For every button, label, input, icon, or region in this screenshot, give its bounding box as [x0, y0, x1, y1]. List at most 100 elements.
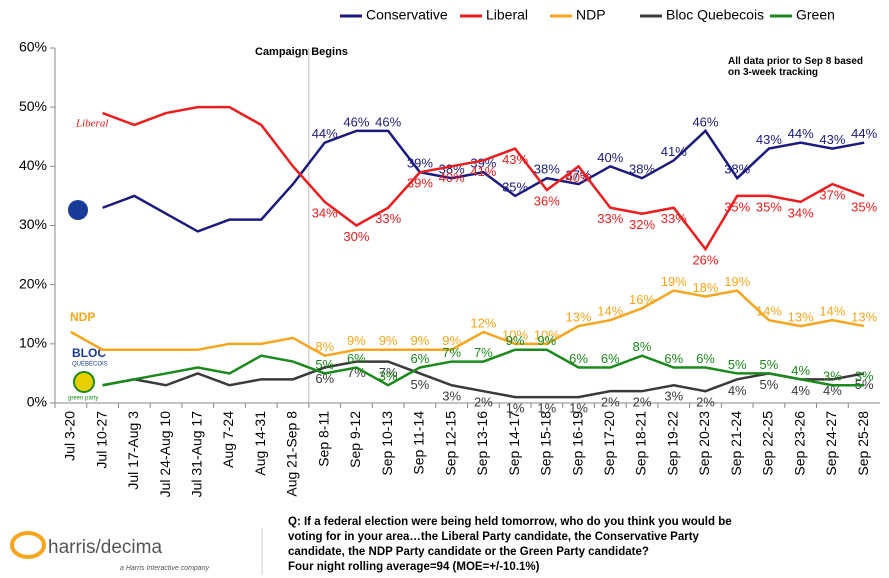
data-label: 6% — [601, 351, 620, 366]
data-label: 30% — [343, 229, 369, 244]
question-line: voting for in your area…the Liberal Part… — [288, 531, 700, 543]
y-tick-label: 20% — [19, 275, 47, 291]
data-label: 40% — [439, 170, 465, 185]
data-label: 4% — [823, 383, 842, 398]
party-logo: green party — [68, 396, 98, 402]
party-logo: QUÉBÉCOIS — [72, 361, 108, 368]
x-tick-label: Sep 16-19 — [569, 411, 585, 476]
data-label: 8% — [633, 339, 652, 354]
data-label: 13% — [788, 310, 814, 325]
brand: harris/decima — [48, 537, 162, 558]
data-label: 36% — [534, 193, 560, 208]
data-label: 41% — [470, 164, 496, 179]
question-line: candidate, the NDP Party candidate or th… — [288, 546, 649, 558]
x-tick-label: Aug 7-24 — [220, 411, 236, 468]
data-label: 33% — [375, 211, 401, 226]
data-label: 1% — [506, 401, 525, 416]
party-logo: Liberal — [75, 118, 108, 130]
series-line — [102, 105, 865, 252]
x-tick-label: Sep 15-18 — [538, 411, 554, 476]
data-label: 13% — [851, 310, 877, 325]
data-label: 19% — [661, 274, 687, 289]
data-label: 10% — [534, 327, 560, 342]
party-logo: BLOC — [72, 346, 106, 360]
x-tick-label: Sep 19-22 — [664, 411, 680, 476]
x-tick-label: Jul 17-Aug 3 — [125, 411, 141, 490]
data-label: 40% — [566, 170, 592, 185]
data-label: 2% — [474, 395, 493, 410]
party-logo: NDP — [70, 310, 95, 324]
data-label: 8% — [315, 339, 334, 354]
legend-label: Conservative — [366, 7, 448, 23]
note-box: All data prior to Sep 8 based on 3-week … — [728, 56, 864, 78]
y-tick-label: 0% — [27, 394, 47, 410]
x-tick-label: Sep 17-20 — [601, 411, 617, 476]
series-line — [102, 348, 865, 387]
data-label: 6% — [569, 351, 588, 366]
data-label: 14% — [819, 304, 845, 319]
data-label: 3% — [664, 389, 683, 404]
x-tick-label: Sep 23-26 — [791, 411, 807, 476]
data-label: 9% — [379, 333, 398, 348]
x-tick-label: Jul 31-Aug 17 — [188, 411, 204, 498]
legend-label: Green — [796, 7, 835, 23]
data-label: 46% — [375, 114, 401, 129]
y-tick-label: 10% — [19, 335, 47, 351]
brand-tagline: a Harris Interactive company — [120, 565, 210, 572]
data-label: 9% — [411, 333, 430, 348]
y-tick-label: 30% — [19, 216, 47, 232]
data-label: 19% — [724, 274, 750, 289]
x-tick-label: Sep 13-16 — [474, 411, 490, 476]
series-line — [102, 128, 865, 233]
party-logo-icon — [68, 200, 88, 220]
data-label: 7% — [442, 345, 461, 360]
data-label: 43% — [502, 152, 528, 167]
x-tick-label: Sep 21-24 — [728, 411, 744, 476]
data-label: 5% — [728, 357, 747, 372]
data-label: 40% — [597, 150, 623, 165]
data-label: 39% — [407, 176, 433, 191]
data-label: 44% — [788, 126, 814, 141]
x-tick-label: Sep 12-15 — [442, 411, 458, 476]
data-label: 38% — [629, 162, 655, 177]
data-label: 34% — [312, 205, 338, 220]
data-label: 34% — [788, 205, 814, 220]
legend-label: Liberal — [486, 7, 528, 23]
data-label: 5% — [760, 357, 779, 372]
data-label: 3% — [855, 369, 874, 384]
party-logo-icon — [73, 371, 95, 393]
question-line: Q: If a federal election were being held… — [288, 516, 732, 528]
data-label: 4% — [728, 383, 747, 398]
data-label: 14% — [756, 304, 782, 319]
data-label: 43% — [819, 132, 845, 147]
data-label: 1% — [569, 401, 588, 416]
data-label: 2% — [601, 395, 620, 410]
x-tick-label: Aug 14-31 — [252, 411, 268, 476]
data-label: 2% — [696, 395, 715, 410]
data-label: 5% — [411, 377, 430, 392]
series-line — [102, 360, 865, 399]
data-label: 44% — [851, 126, 877, 141]
x-tick-label: Sep 8-11 — [315, 411, 331, 467]
data-label: 35% — [502, 179, 528, 194]
x-tick-label: Jul 24-Aug 10 — [157, 411, 173, 498]
annotation: All data prior to Sep 8 based on 3-week … — [728, 56, 864, 78]
data-label: 6% — [664, 351, 683, 366]
x-tick-label: Sep 20-23 — [696, 411, 712, 476]
x-tick-label: Jul 3-20 — [62, 411, 78, 461]
data-label: 4% — [791, 363, 810, 378]
data-label: 39% — [407, 156, 433, 171]
data-label: 41% — [661, 144, 687, 159]
data-label: 33% — [661, 211, 687, 226]
data-label: 46% — [692, 114, 718, 129]
data-label: 6% — [347, 351, 366, 366]
x-tick-label: Aug 21-Sep 8 — [284, 411, 300, 497]
data-label: 38% — [724, 162, 750, 177]
x-tick-label: Sep 22-25 — [760, 411, 776, 476]
data-label: 9% — [442, 333, 461, 348]
y-tick-label: 50% — [19, 98, 47, 114]
data-label: 44% — [312, 126, 338, 141]
x-tick-label: Sep 9-12 — [347, 411, 363, 468]
data-label: 33% — [597, 211, 623, 226]
x-tick-label: Sep 24-27 — [823, 411, 839, 476]
